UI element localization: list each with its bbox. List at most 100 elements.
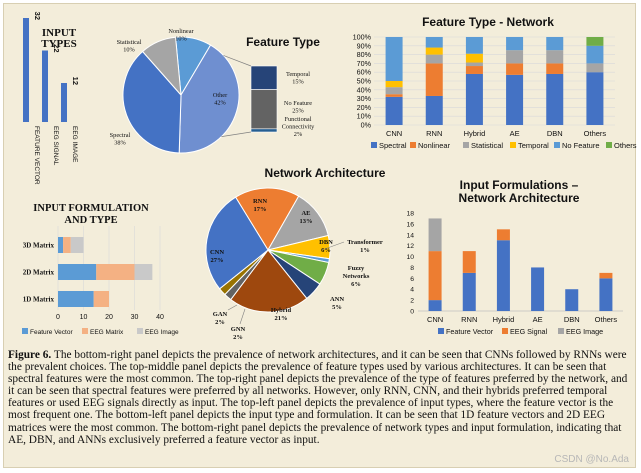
feature-network-bar-dbn-spectral bbox=[546, 73, 564, 125]
feature-network-bar-others-spectral bbox=[586, 72, 604, 125]
input-net-ytick: 16 bbox=[406, 221, 414, 228]
feature-network-ytick: 50% bbox=[357, 77, 372, 86]
input-form-ytick-3d-matrix: 3D Matrix bbox=[23, 242, 55, 250]
input-form-ytick-1d-matrix: 1D Matrix bbox=[23, 296, 55, 304]
input-net-ytick: 6 bbox=[410, 276, 414, 283]
input-form-bar-1d-matrix-eeg-matrix bbox=[93, 291, 109, 307]
feature-network-legend-swatch-nonlinear bbox=[410, 142, 416, 148]
input-net-ytick: 18 bbox=[406, 211, 414, 218]
network-pie-label-ae: AE bbox=[301, 210, 310, 217]
input-net-legend-label-eeg-signal: EEG Signal bbox=[510, 327, 548, 336]
input-type-bar-eeg-image bbox=[61, 83, 67, 122]
feature-pie-pct-nonlinear: 10% bbox=[175, 36, 187, 43]
figure-caption: Figure 6. The bottom-right panel depicts… bbox=[8, 349, 634, 446]
feature-network-ytick: 90% bbox=[357, 41, 372, 50]
network-pie-leader-gnn bbox=[239, 308, 246, 325]
feature-breakdown-label-temporal: Temporal bbox=[286, 71, 310, 78]
feature-pie-label-spectral: Spectral bbox=[110, 132, 131, 139]
feature-network-legend-label-no-feature: No Feature bbox=[562, 141, 600, 150]
feature-breakdown-connector-bottom bbox=[221, 131, 252, 137]
feature-breakdown-label-no-feature: No Feature bbox=[284, 100, 312, 107]
network-architecture-pie-chart: CNN27%RNN17%AE13%DBN6%Transformer1%Fuzzy… bbox=[205, 187, 383, 341]
input-form-xtick: 40 bbox=[156, 314, 164, 321]
feature-network-ytick: 10% bbox=[357, 112, 372, 121]
feature-network-bar-hybrid-temporal bbox=[465, 53, 483, 63]
input-type-bar-eeg-signal bbox=[42, 50, 48, 122]
input-net-legend-swatch-eeg-signal bbox=[502, 328, 508, 334]
feature-breakdown-pct-functional-connectivity: 2% bbox=[294, 131, 303, 138]
input-net-ytick: 4 bbox=[410, 287, 414, 294]
feature-network-ytick: 40% bbox=[357, 85, 372, 94]
network-pie-label-gan: GAN bbox=[213, 311, 228, 318]
input-form-legend-label-feature-vector: Feature Vector bbox=[30, 329, 73, 336]
feature-breakdown-pct-no-feature: 25% bbox=[292, 108, 304, 115]
input-net-bar-others-eeg-signal bbox=[599, 272, 613, 279]
input-form-bar-1d-matrix-feature-vector bbox=[58, 291, 94, 307]
figure-panel: INPUT TYPES Feature Type Feature Type - N… bbox=[3, 3, 637, 468]
input-net-bar-rnn-eeg-signal bbox=[462, 251, 476, 273]
input-formulation-chart: 0 10 20 30 40 3D Matrix 2D Matrix 1D Matrix Feat… bbox=[22, 226, 179, 336]
feature-network-xtick-cnn: CNN bbox=[386, 129, 402, 138]
feature-network-bar-dbn-no-feature bbox=[546, 37, 564, 51]
feature-breakdown-bar-functional-connectivity bbox=[250, 128, 278, 133]
input-form-xtick: 0 bbox=[56, 314, 60, 321]
feature-network-bar-cnn-no-feature bbox=[385, 37, 403, 81]
feature-breakdown-bar-no-feature bbox=[250, 89, 278, 130]
feature-network-xtick-others: Others bbox=[584, 129, 607, 138]
input-net-legend-label-eeg-image: EEG Image bbox=[566, 327, 603, 336]
input-form-bar-2d-matrix-eeg-matrix bbox=[96, 264, 135, 280]
input-type-value-eeg-signal: 22 bbox=[52, 44, 61, 52]
feature-network-bar-cnn-nonlinear bbox=[385, 94, 403, 97]
input-form-xtick: 30 bbox=[131, 314, 139, 321]
input-formulations-network-title-line2: Network Architecture bbox=[459, 191, 580, 205]
feature-network-bar-rnn-statistical bbox=[425, 54, 443, 64]
feature-network-bar-dbn-nonlinear bbox=[546, 63, 564, 74]
input-net-ytick: 14 bbox=[406, 232, 414, 239]
feature-network-xtick-hybrid: Hybrid bbox=[464, 129, 486, 138]
feature-network-ytick: 70% bbox=[357, 59, 372, 68]
input-form-bar-2d-matrix-eeg-image bbox=[134, 264, 153, 280]
feature-network-bar-cnn-statistical bbox=[385, 87, 403, 95]
feature-network-bar-cnn-spectral bbox=[385, 96, 403, 125]
feature-network-ytick: 80% bbox=[357, 50, 372, 59]
network-pie-label-cnn: CNN bbox=[210, 249, 224, 256]
input-formulations-network-title-line1: Input Formulations – bbox=[460, 178, 579, 192]
input-form-legend-swatch-feature-vector bbox=[22, 328, 28, 334]
feature-network-legend-label-others: Others bbox=[614, 141, 637, 150]
feature-pie-pct-statistical: 10% bbox=[123, 47, 135, 54]
input-formulation-title-line1: INPUT FORMULATION bbox=[33, 203, 149, 214]
feature-network-ytick: 30% bbox=[357, 94, 372, 103]
input-form-ytick-2d-matrix: 2D Matrix bbox=[23, 269, 55, 277]
input-net-ytick: 8 bbox=[410, 265, 414, 272]
network-pie-label-transformer: Transformer bbox=[347, 239, 383, 246]
input-net-bar-others-feature-vector bbox=[599, 278, 613, 311]
feature-network-bar-ae-statistical bbox=[506, 50, 524, 64]
input-type-label-eeg-image: EEG IMAGE bbox=[71, 126, 78, 163]
feature-breakdown-connector-top bbox=[223, 55, 252, 67]
feature-network-bar-rnn-nonlinear bbox=[425, 63, 443, 96]
feature-network-bar-cnn-temporal bbox=[385, 81, 403, 88]
feature-network-bar-others-others bbox=[586, 37, 604, 46]
input-net-xtick-hybrid: Hybrid bbox=[493, 315, 515, 324]
input-formulation-title: INPUT FORMULATION AND TYPE bbox=[33, 203, 149, 226]
input-form-bar-3d-matrix-feature-vector bbox=[58, 237, 64, 253]
input-net-ytick: 2 bbox=[410, 298, 414, 305]
feature-pie-pct-other: 42% bbox=[214, 100, 226, 107]
network-pie-pct-ann: 5% bbox=[332, 304, 342, 311]
network-pie-pct-hybrid: 21% bbox=[275, 315, 288, 322]
feature-network-legend-swatch-statistical bbox=[463, 142, 469, 148]
input-net-bar-dbn-feature-vector bbox=[565, 289, 579, 311]
input-formulations-network-title: Input Formulations – Network Architecture bbox=[459, 178, 580, 205]
feature-network-ytick: 0% bbox=[361, 121, 372, 130]
feature-network-xtick-ae: AE bbox=[510, 129, 520, 138]
network-pie-pct-ae: 13% bbox=[300, 218, 313, 225]
input-formulation-title-line2: AND TYPE bbox=[64, 215, 117, 226]
feature-network-legend-swatch-spectral bbox=[371, 142, 377, 148]
feature-network-legend-swatch-temporal bbox=[510, 142, 516, 148]
input-types-title-line1: INPUT bbox=[42, 27, 77, 39]
network-pie-label-networks: Networks bbox=[343, 273, 370, 280]
network-pie-label-gnn: GNN bbox=[231, 326, 246, 333]
network-pie-pct-gnn: 2% bbox=[233, 334, 243, 341]
feature-type-network-chart: 0%10%20%30%40%50%60%70%80%90%100% CNN RNN H… bbox=[353, 33, 637, 151]
network-pie-pct-gan: 2% bbox=[215, 319, 225, 326]
